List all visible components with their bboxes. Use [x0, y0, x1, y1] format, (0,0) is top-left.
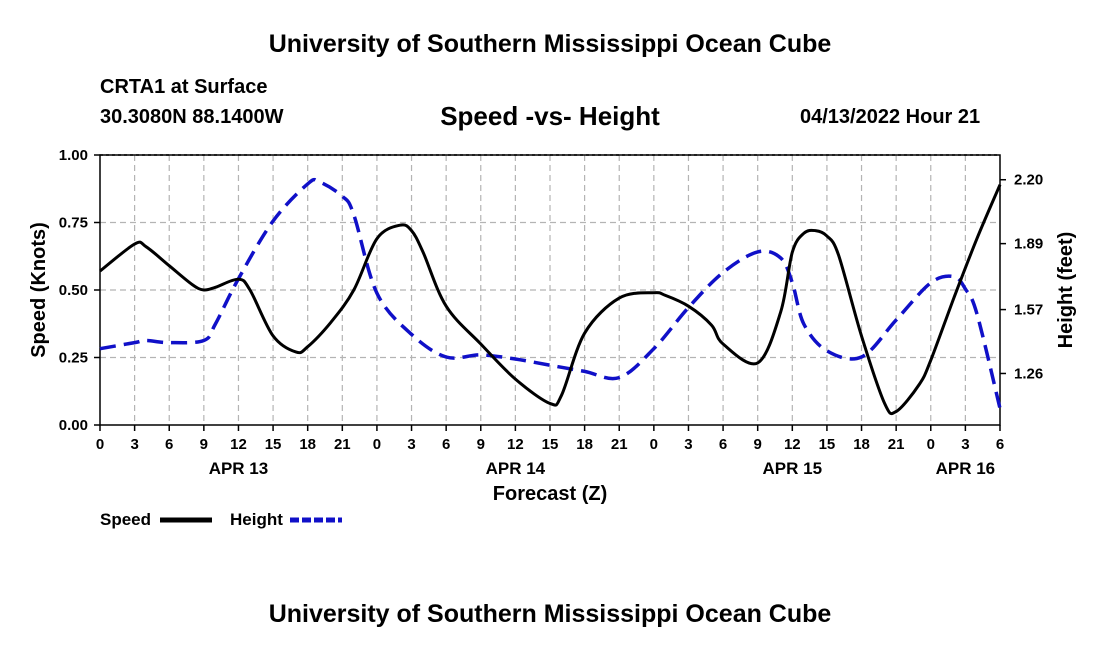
- x-tick-label: 6: [165, 436, 173, 453]
- x-tick-label: 9: [200, 436, 208, 453]
- x-tick-label: 6: [996, 436, 1004, 453]
- x-tick-label: 15: [542, 436, 559, 453]
- coordinates-label: 30.3080N 88.1400W: [100, 106, 284, 128]
- x-tick-label: 18: [853, 436, 870, 453]
- y-tick-label: 1.00: [59, 147, 88, 164]
- y2-tick-label: 1.26: [1014, 365, 1043, 382]
- x-tick-label: 21: [334, 436, 351, 453]
- x-tick-label: 12: [507, 436, 524, 453]
- date-label: APR 16: [936, 459, 996, 478]
- legend-height-label: Height: [230, 510, 283, 529]
- x-tick-label: 0: [927, 436, 935, 453]
- x-tick-label: 3: [961, 436, 969, 453]
- x-tick-label: 3: [684, 436, 692, 453]
- date-label: APR 13: [209, 459, 269, 478]
- x-tick-label: 9: [477, 436, 485, 453]
- y-tick-label: 0.00: [59, 417, 88, 434]
- x-tick-label: 0: [96, 436, 104, 453]
- x-tick-label: 12: [230, 436, 247, 453]
- x-tick-label: 21: [888, 436, 905, 453]
- y-axis-label: Speed (Knots): [28, 222, 50, 358]
- x-tick-label: 21: [611, 436, 628, 453]
- grid: [100, 155, 1000, 425]
- y2-tick-label: 2.20: [1014, 172, 1043, 189]
- y-tick-label: 0.25: [59, 350, 88, 367]
- y-tick-label: 0.75: [59, 215, 88, 232]
- date-label: APR 14: [486, 459, 546, 478]
- chart-title: Speed -vs- Height: [440, 101, 660, 131]
- x-tick-label: 6: [719, 436, 727, 453]
- station-label: CRTA1 at Surface: [100, 76, 268, 98]
- y2-tick-label: 1.89: [1014, 236, 1043, 253]
- y-tick-label: 0.50: [59, 282, 88, 299]
- x-tick-label: 0: [373, 436, 381, 453]
- x-tick-label: 0: [650, 436, 658, 453]
- x-axis-label: Forecast (Z): [493, 483, 607, 505]
- x-tick-label: 15: [265, 436, 282, 453]
- page-title: University of Southern Mississippi Ocean…: [268, 30, 832, 58]
- x-tick-label: 18: [299, 436, 316, 453]
- speed-series-line: [99, 184, 1002, 416]
- x-tick-label: 6: [442, 436, 450, 453]
- y2-axis-label: Height (feet): [1055, 232, 1077, 349]
- x-tick-label: 15: [819, 436, 836, 453]
- footer-title: University of Southern Mississippi Ocean…: [268, 600, 832, 628]
- legend-speed-label: Speed: [100, 510, 151, 529]
- legend: Speed Height: [100, 510, 342, 529]
- y2-tick-label: 1.57: [1014, 302, 1043, 319]
- forecast-datetime: 04/13/2022 Hour 21: [800, 106, 981, 128]
- x-tick-label: 3: [130, 436, 138, 453]
- x-tick-label: 18: [576, 436, 593, 453]
- x-tick-label: 3: [407, 436, 415, 453]
- x-tick-label: 9: [754, 436, 762, 453]
- axes: 0 3 6 9 12 15 18 21 0 3 6 9 12 15 18 21 0 3 6 9 12 15 18 21 0 3 6 0…: [59, 147, 1043, 478]
- x-tick-label: 12: [784, 436, 801, 453]
- date-label: APR 15: [763, 459, 823, 478]
- height-series-line: [99, 177, 1002, 409]
